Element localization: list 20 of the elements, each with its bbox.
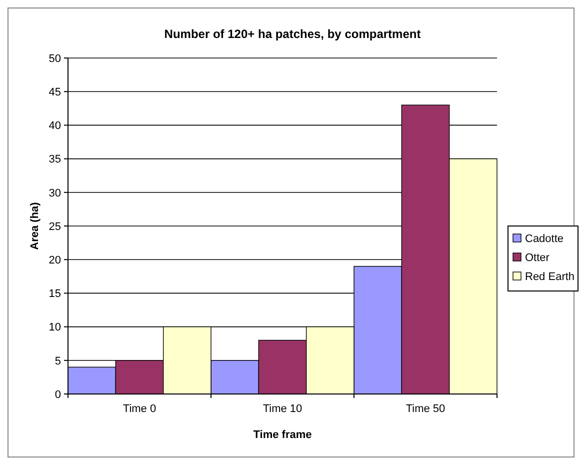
y-tick-label: 45 [48,86,61,98]
y-tick-label: 40 [48,120,61,132]
chart-title: Number of 120+ ha patches, by compartment [164,27,421,41]
y-tick-label: 15 [48,288,61,300]
x-tick-label: Time 0 [122,403,156,415]
x-tick-label: Time 10 [262,403,302,415]
y-tick-label: 50 [48,52,61,65]
y-tick-label: 0 [54,388,61,401]
legend-label: Red Earth [525,270,575,283]
legend-label: Otter [525,252,550,264]
y-axis-title: Area (ha) [29,202,41,250]
y-tick-label: 35 [48,154,61,166]
y-tick-label: 25 [48,220,61,233]
x-tick-label: Time 50 [406,403,446,415]
y-tick-label: 30 [48,187,61,200]
legend-label: Cadotte [525,232,564,245]
y-tick-label: 20 [48,254,61,266]
y-tick-label: 10 [48,322,61,334]
x-axis-title: Time frame [253,429,312,441]
y-tick-label: 5 [54,355,61,368]
